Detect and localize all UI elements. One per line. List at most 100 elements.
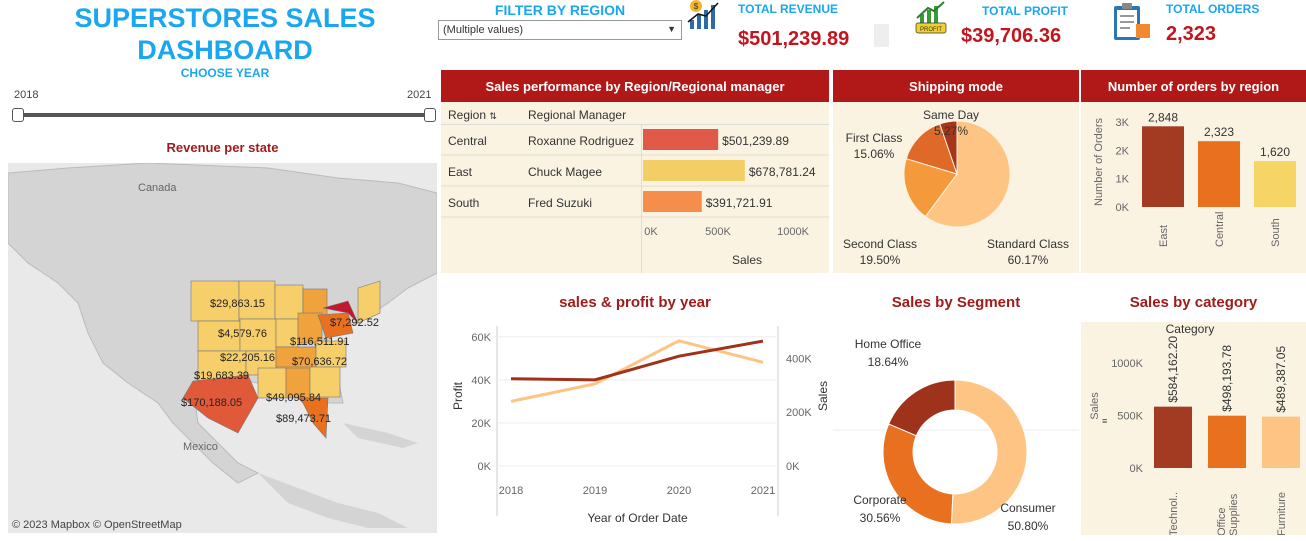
right-axis-tick: 0K [786,461,800,473]
shipping-slice-name: Same Day [923,108,979,122]
shipping-slice-pct: 19.50% [860,253,901,267]
region-sales-value: $391,721.91 [706,196,773,210]
region-sales-value: $678,781.24 [749,165,816,179]
total-revenue-label: TOTAL REVENUE [738,2,839,16]
segment-slice-name: Consumer [1000,501,1055,515]
x-axis-label: Year of Order Date [587,511,688,525]
orders-region-chart: Number of Orders 0K 1K 2K 3K 2,848 East 2,323 C… [1093,110,1296,247]
sales-profit-title: sales & profit by year [559,294,711,311]
x-axis-tick: 2019 [583,485,607,497]
sales-line [510,339,764,403]
revenue-chart-icon: $ [687,0,719,29]
state-value-label: $19,683.39 [194,370,249,382]
manager-cell: Chuck Magee [528,165,602,179]
left-axis-tick: 20K [471,418,491,430]
orders-axis-tick: 2K [1116,145,1130,157]
region-sales-bar [643,160,745,181]
sort-icon[interactable]: ⇅ [489,111,497,121]
segment-donut: Consumer 50.80% Corporate 30.56% Home Office… [833,337,1079,533]
divider [641,124,642,273]
shipping-slice-pct: 5.27% [934,124,968,138]
category-axis-tick: 0K [1130,463,1144,475]
orders-category-label: East [1158,225,1170,247]
total-orders-label: TOTAL ORDERS [1166,2,1260,16]
dashboard-title: SUPERSTORES SALES DASHBOARD [0,2,450,66]
shipping-slice-pct: 15.06% [854,147,895,161]
orders-axis-tick: 1K [1116,174,1130,186]
region-sales-bar [643,129,719,150]
col-header-manager: Regional Manager [528,108,627,122]
divider [441,124,829,125]
region-axis-tick: 0K [644,226,658,238]
segment-slice [950,379,1028,525]
manager-cell: Roxanne Rodriguez [528,134,634,148]
chevron-down-icon[interactable]: ▼ [667,24,676,34]
total-orders-value: 2,323 [1166,23,1217,45]
region-cell: East [448,165,473,179]
left-axis-tick: 40K [471,375,491,387]
orders-category-label: Central [1214,212,1226,247]
sort-icon: ≡ [1102,416,1107,426]
orders-region-panel: Number of orders by region Number of Ord… [1081,70,1306,273]
sales-profit-chart: 0K 20K 40K 60K 0K 200K 400K 2018 2019 2020 2021 Yea… [451,326,829,525]
orders-bar-value: 1,620 [1260,145,1290,159]
state-value-label: $70,636.72 [292,356,347,368]
state-value-label: $22,205.16 [220,352,275,364]
x-axis-tick: 2021 [751,485,775,497]
left-axis-tick: 60K [471,332,491,344]
state-value-label: $4,579.76 [218,328,267,340]
col-header-region-label: Region [448,108,487,122]
divider [874,24,889,47]
category-bar [1154,406,1192,468]
orders-bar [1142,126,1184,207]
state-value-label: $49,095.84 [266,392,321,404]
year-end-label: 2021 [407,89,432,101]
category-panel: Sales by category Category Sales 0K 500K 1… [1081,280,1306,535]
region-axis-tick: 500K [705,226,731,238]
orders-region-title: Number of orders by region [1081,70,1306,102]
svg-text:$: $ [694,2,699,11]
profit-icon: PROFIT [915,1,947,34]
category-ylabel: Sales [1089,392,1101,420]
right-axis-label: Sales [816,381,829,411]
region-filter-value: (Multiple values) [443,24,524,36]
sales-profit-panel: sales & profit by year 0K 20K 40K 60K 0K 200K… [441,280,829,535]
shipping-slice [903,158,958,218]
revenue-map[interactable]: Canada Mexico $29,863.15 $4,579.76 $22,2… [8,163,437,533]
category-bar [1262,416,1300,468]
orders-axis-tick: 3K [1116,117,1130,129]
dashboard-title-line1: SUPERSTORES SALES [74,3,376,33]
left-axis-label: Profit [451,381,465,410]
category-bar-value: $584,162.20 [1166,336,1180,403]
region-filter-dropdown[interactable]: (Multiple values) ▼ [438,20,682,40]
segment-title: Sales by Segment [891,294,1021,311]
category-label: Supplies [1228,493,1240,535]
year-slider-start-handle[interactable] [12,108,24,122]
canada-label: Canada [138,182,177,194]
year-slider-track[interactable] [14,113,434,117]
category-bar-value: $498,193.78 [1220,345,1234,412]
region-sales-bar [643,191,702,212]
left-axis-tick: 0K [478,461,492,473]
shipping-slice [924,120,1011,228]
shipping-slice [939,120,958,175]
region-sales-chart: Central Roxanne Rodriguez $501,239.89 East C… [441,129,829,267]
category-legend-title: Category [1166,322,1215,336]
region-sales-value: $501,239.89 [722,134,789,148]
segment-slice-pct: 30.56% [860,511,901,525]
segment-slice-pct: 18.64% [868,355,909,369]
segment-slice-name: Home Office [855,337,922,351]
total-revenue-value: $501,239.89 [738,28,850,50]
shipping-slice-name: First Class [846,131,903,145]
clipboard-icon [1114,3,1150,40]
category-bar [1208,415,1246,468]
orders-ylabel: Number of Orders [1093,117,1105,206]
year-slider-end-handle[interactable] [424,108,436,122]
orders-bar-value: 2,323 [1204,125,1234,139]
segment-slice [888,379,956,437]
state-value-label: $7,292.52 [330,317,379,329]
col-header-region[interactable]: Region ⇅ [448,108,497,122]
svg-text:PROFIT: PROFIT [920,27,942,33]
region-axis-tick: 1000K [777,226,809,238]
orders-bar [1254,161,1296,207]
